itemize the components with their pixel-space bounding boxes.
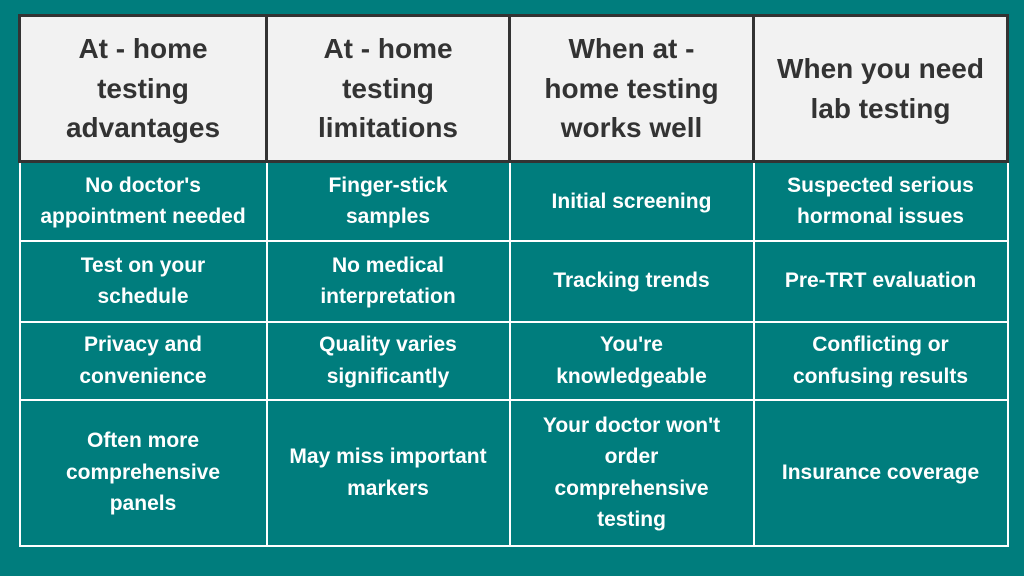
table-cell: Insurance coverage	[752, 398, 1009, 547]
table-cell: Conflicting or confusing results	[752, 320, 1009, 401]
table-cell: Pre-TRT evaluation	[752, 239, 1009, 323]
table-cell: May miss important markers	[265, 398, 511, 547]
table-cell: Test on your schedule	[18, 239, 268, 323]
table-row: Often more comprehensive panels May miss…	[18, 398, 1009, 547]
table-cell: Tracking trends	[508, 239, 755, 323]
table-cell: No doctor's appointment needed	[18, 160, 268, 242]
column-header-when-you-need-lab-testing: When you need lab testing	[752, 14, 1009, 163]
table-cell: No medical interpretation	[265, 239, 511, 323]
table-cell: Often more comprehensive panels	[18, 398, 268, 547]
table-cell: Quality varies significantly	[265, 320, 511, 401]
table-row: Privacy and convenience Quality varies s…	[18, 320, 1009, 401]
column-header-when-at-home-works-well: When at - home testing works well	[508, 14, 755, 163]
table-row: No doctor's appointment needed Finger-st…	[18, 160, 1009, 242]
table-cell: You're knowledgeable	[508, 320, 755, 401]
column-header-at-home-advantages: At - home testing advantages	[18, 14, 268, 163]
table-cell: Privacy and convenience	[18, 320, 268, 401]
header-row: At - home testing advantages At - home t…	[18, 14, 1009, 163]
table-row: Test on your schedule No medical interpr…	[18, 239, 1009, 323]
table-cell: Your doctor won't order comprehensive te…	[508, 398, 755, 547]
table-cell: Initial screening	[508, 160, 755, 242]
comparison-table: At - home testing advantages At - home t…	[18, 14, 1009, 547]
table-cell: Suspected serious hormonal issues	[752, 160, 1009, 242]
table-cell: Finger-stick samples	[265, 160, 511, 242]
column-header-at-home-limitations: At - home testing limitations	[265, 14, 511, 163]
